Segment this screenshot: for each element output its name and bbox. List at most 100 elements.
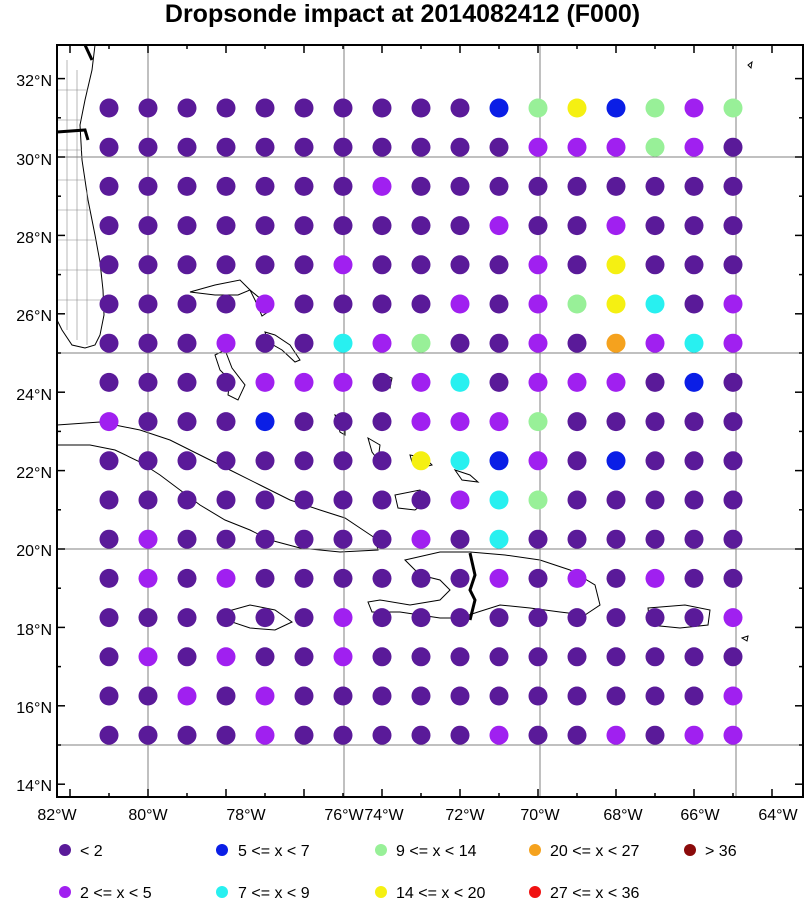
dropsonde-point [567,372,587,392]
dropsonde-point [99,412,119,432]
dropsonde-point [489,333,509,353]
dropsonde-point [645,686,665,706]
dropsonde-point [489,255,509,275]
dropsonde-point [645,647,665,667]
dropsonde-point [333,98,353,118]
lon-tick-label: 80°W [128,807,168,824]
dropsonde-point [333,216,353,236]
legend-swatch [529,886,541,898]
dropsonde-point [606,568,626,588]
dropsonde-point [333,490,353,510]
lon-tick-label: 68°W [603,807,643,824]
lat-tick-label: 24°N [16,387,52,404]
dropsonde-point [177,725,197,745]
state-border [56,44,94,141]
dropsonde-point [216,98,236,118]
dropsonde-point [684,529,704,549]
dropsonde-point [567,333,587,353]
dropsonde-point [99,725,119,745]
dropsonde-point [333,686,353,706]
dropsonde-point [177,647,197,667]
dropsonde-point [372,333,392,353]
dropsonde-point [606,137,626,157]
dropsonde-point [255,490,275,510]
legend-label: 9 <= x < 14 [396,843,477,860]
dropsonde-point [723,255,743,275]
dropsonde-point [177,568,197,588]
dropsonde-point [606,451,626,471]
legend-swatch [684,844,696,856]
dropsonde-point [411,451,431,471]
dropsonde-point [99,647,119,667]
dropsonde-point [177,686,197,706]
dropsonde-point [723,137,743,157]
dropsonde-point [528,412,548,432]
dropsonde-point [99,176,119,196]
dropsonde-point [411,255,431,275]
dropsonde-point [528,372,548,392]
dropsonde-point [567,137,587,157]
lon-tick-label: 78°W [226,807,266,824]
dropsonde-point [450,647,470,667]
dropsonde-point [567,686,587,706]
dropsonde-point [450,568,470,588]
dropsonde-point [294,372,314,392]
dropsonde-point [333,647,353,667]
dropsonde-point [372,412,392,432]
dropsonde-point [255,176,275,196]
dropsonde-point [99,608,119,628]
dropsonde-point [372,176,392,196]
dropsonde-point [216,176,236,196]
dropsonde-point [450,490,470,510]
dropsonde-point [99,137,119,157]
dropsonde-point [294,176,314,196]
dropsonde-point [411,608,431,628]
dropsonde-point [723,216,743,236]
dropsonde-point [177,176,197,196]
dropsonde-point [255,412,275,432]
dropsonde-dots [99,98,743,745]
dropsonde-point [450,333,470,353]
dropsonde-point [255,98,275,118]
dropsonde-point [99,372,119,392]
dropsonde-point [177,137,197,157]
dropsonde-point [216,451,236,471]
dropsonde-point [177,529,197,549]
dropsonde-point [255,333,275,353]
dropsonde-point [294,451,314,471]
dropsonde-point [255,294,275,314]
dropsonde-point [255,529,275,549]
dropsonde-point [294,412,314,432]
dropsonde-point [99,451,119,471]
dropsonde-point [255,647,275,667]
dropsonde-point [216,333,236,353]
dropsonde-point [333,176,353,196]
dropsonde-point [450,608,470,628]
dropsonde-point [450,176,470,196]
dropsonde-point [528,333,548,353]
dropsonde-point [216,216,236,236]
dropsonde-point [567,294,587,314]
dropsonde-point [333,372,353,392]
legend-swatch [59,886,71,898]
lon-tick-label: 66°W [680,807,720,824]
dropsonde-point [723,608,743,628]
dropsonde-point [684,176,704,196]
lat-tick-label: 16°N [16,700,52,717]
plot-frame [56,44,804,798]
dropsonde-point [723,451,743,471]
dropsonde-point [372,255,392,275]
dropsonde-point [411,490,431,510]
dropsonde-point [138,725,158,745]
dropsonde-point [528,529,548,549]
dropsonde-point [411,333,431,353]
dropsonde-point [684,216,704,236]
dropsonde-point [255,568,275,588]
dropsonde-point [489,216,509,236]
dropsonde-point [138,647,158,667]
florida-landmass [56,44,105,349]
coastlines [56,44,753,642]
lon-tick-label: 64°W [758,807,798,824]
dropsonde-point [177,412,197,432]
dropsonde-point [606,333,626,353]
